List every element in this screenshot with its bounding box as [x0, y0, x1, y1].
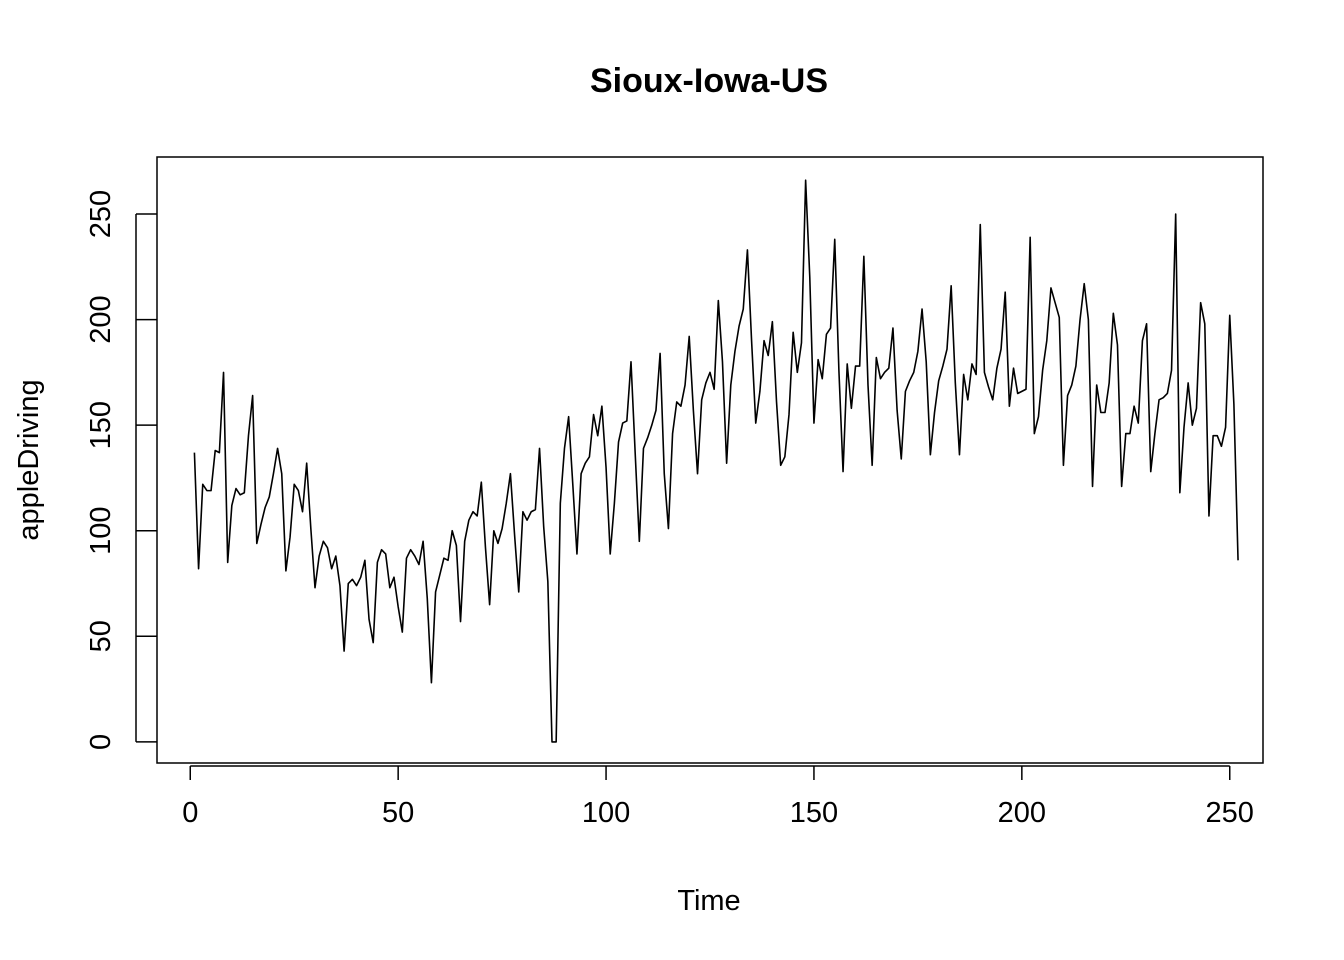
y-tick-label: 50: [85, 620, 117, 652]
y-tick-label: 250: [85, 190, 117, 238]
x-axis: 0 50 100 150 200 250: [182, 765, 1254, 829]
y-tick-label: 100: [85, 507, 117, 555]
y-tick-label: 200: [85, 295, 117, 343]
plot-frame: [156, 156, 1264, 764]
y-axis-label: appleDriving: [13, 379, 45, 540]
x-tick-label: 200: [998, 797, 1046, 829]
x-tick-label: 100: [582, 797, 630, 829]
series-line: [193, 179, 1239, 743]
chart-title: Sioux-Iowa-US: [590, 62, 828, 100]
x-tick-label: 150: [790, 797, 838, 829]
y-axis: 0 50 100 150 200 250: [85, 190, 157, 750]
x-axis-label: Time: [677, 885, 740, 917]
y-tick-label: 150: [85, 401, 117, 449]
x-tick-label: 50: [382, 797, 414, 829]
y-tick-label: 0: [85, 734, 117, 750]
x-tick-label: 0: [182, 797, 198, 829]
x-tick-label: 250: [1206, 797, 1254, 829]
